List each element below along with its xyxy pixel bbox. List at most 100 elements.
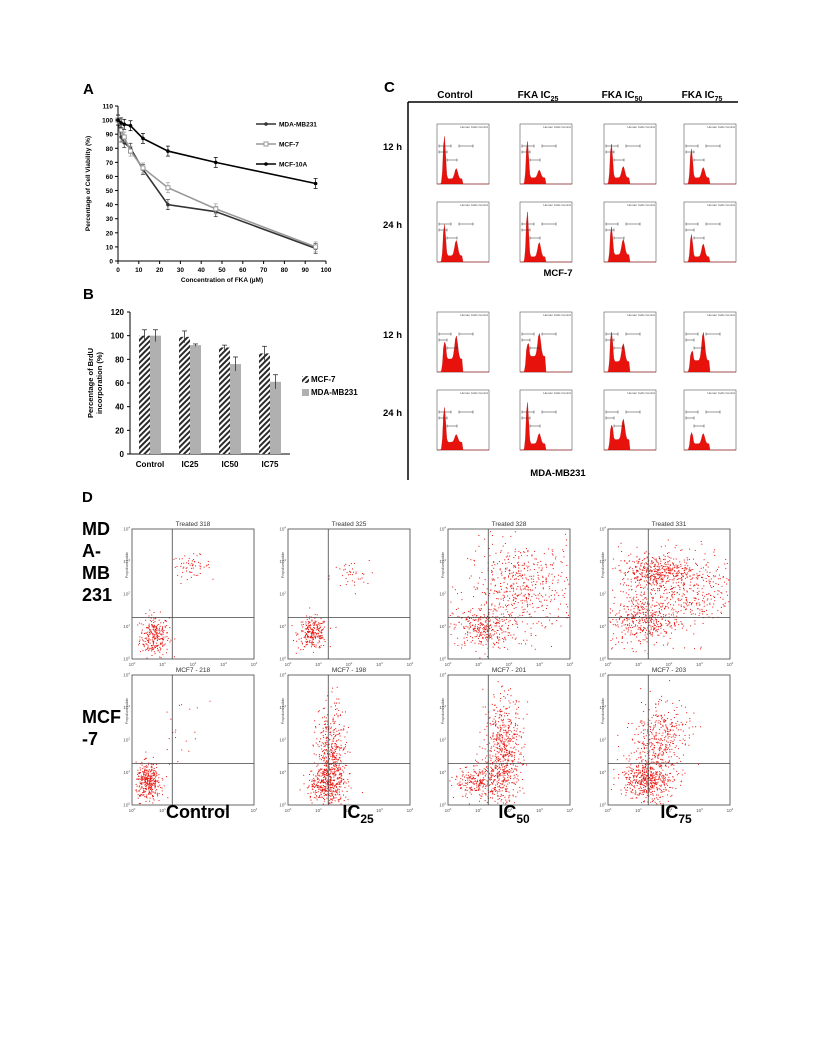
- scatter-dot: [666, 598, 668, 600]
- scatter-dot: [645, 615, 647, 617]
- scatter-dot: [509, 750, 511, 752]
- scatter-dot: [645, 622, 647, 624]
- scatter-dot: [518, 701, 520, 703]
- scatter-dot: [506, 779, 508, 781]
- scatter-dot: [650, 619, 652, 621]
- scatter-dot: [700, 646, 702, 648]
- row-label: 12 h: [383, 330, 402, 341]
- scatter-dot: [154, 653, 156, 655]
- scatter-dot: [672, 574, 674, 576]
- scatter-dot: [549, 564, 551, 566]
- scatter-dot: [189, 571, 191, 573]
- scatter-dot: [142, 771, 144, 773]
- scatter-dot: [498, 751, 500, 753]
- scatter-dot: [157, 649, 159, 651]
- scatter-dot: [519, 614, 521, 616]
- scatter-dot: [554, 598, 556, 600]
- scatter-dot: [505, 744, 507, 746]
- scatter-dot: [145, 648, 147, 650]
- scatter-dot: [337, 768, 339, 770]
- scatter-dot: [518, 779, 520, 781]
- scatter-dot: [616, 613, 618, 615]
- scatter-dot: [651, 615, 653, 617]
- scatter-dot: [149, 633, 151, 635]
- scatter-dot: [678, 569, 680, 571]
- scatter-dot: [523, 746, 525, 748]
- scatter-dot: [501, 740, 503, 742]
- scatter-dot: [318, 634, 320, 636]
- scatter-dot: [457, 645, 459, 647]
- scatter-dot: [500, 710, 502, 712]
- scatter-dot: [647, 581, 649, 583]
- scatter-dot: [655, 619, 657, 621]
- scatter-dot: [564, 592, 566, 594]
- scatter-dot: [308, 629, 310, 631]
- scatter-dot: [148, 793, 150, 795]
- scatter-dot: [671, 569, 673, 571]
- scatter-dot: [531, 554, 533, 556]
- scatter-dot: [311, 632, 313, 634]
- scatter-dot: [643, 628, 645, 630]
- scatter-dot: [491, 630, 493, 632]
- scatter-dot: [508, 730, 510, 732]
- scatter-dot: [670, 614, 672, 616]
- scatter-dot: [667, 577, 669, 579]
- scatter-dot: [153, 626, 155, 628]
- scatter-dot: [509, 800, 511, 802]
- scatter-dot: [502, 748, 504, 750]
- scatter-dot: [326, 765, 328, 767]
- scatter-dot: [499, 748, 501, 750]
- scatter-dot: [325, 769, 327, 771]
- scatter-dot: [649, 632, 651, 634]
- scatter-dot: [644, 621, 646, 623]
- scatter-dot: [516, 739, 518, 741]
- scatter-dot: [156, 645, 158, 647]
- scatter-dot: [545, 616, 547, 618]
- scatter-dot: [478, 608, 480, 610]
- scatter-dot: [625, 574, 627, 576]
- scatter-dot: [667, 563, 669, 565]
- scatter-dot: [477, 582, 479, 584]
- scatter-dot: [157, 782, 159, 784]
- scatter-frame: [131, 674, 255, 806]
- scatter-dot: [655, 580, 657, 582]
- scatter-dot: [152, 646, 154, 648]
- scatter-dot: [165, 652, 167, 654]
- scatter-dot: [144, 773, 146, 775]
- scatter-dot: [672, 587, 674, 589]
- scatter-dot: [498, 636, 500, 638]
- scatter-dot: [497, 642, 499, 644]
- scatter-dot: [332, 796, 334, 798]
- scatter-dot: [492, 579, 494, 581]
- scatter-dot: [545, 580, 547, 582]
- scatter-dot: [506, 707, 508, 709]
- scatter-dot: [311, 630, 313, 632]
- scatter-dot: [323, 775, 325, 777]
- scatter-dot: [311, 770, 313, 772]
- scatter-dot: [557, 608, 559, 610]
- scatter-dot: [470, 559, 472, 561]
- scatter-dot: [497, 802, 499, 804]
- scatter-dot: [502, 594, 504, 596]
- scatter-dot: [494, 608, 496, 610]
- scatter-dot: [335, 755, 337, 757]
- scatter-title: Treated 328: [492, 521, 527, 528]
- scatter-dot: [679, 599, 681, 601]
- scatter-dot: [297, 633, 299, 635]
- scatter-dot: [367, 582, 369, 584]
- scatter-dot: [180, 583, 182, 585]
- scatter-dot: [502, 769, 504, 771]
- scatter-dot: [499, 568, 501, 570]
- scatter-dot: [329, 774, 331, 776]
- scatter-dot: [320, 785, 322, 787]
- scatter-dot: [644, 593, 646, 595]
- scatter-dot: [155, 638, 157, 640]
- scatter-dot: [695, 577, 697, 579]
- scatter-dot: [674, 618, 676, 620]
- scatter-dot: [332, 793, 334, 795]
- scatter-dot: [323, 769, 325, 771]
- scatter-dot: [147, 766, 149, 768]
- scatter-dot: [312, 774, 314, 776]
- scatter-dot: [518, 579, 520, 581]
